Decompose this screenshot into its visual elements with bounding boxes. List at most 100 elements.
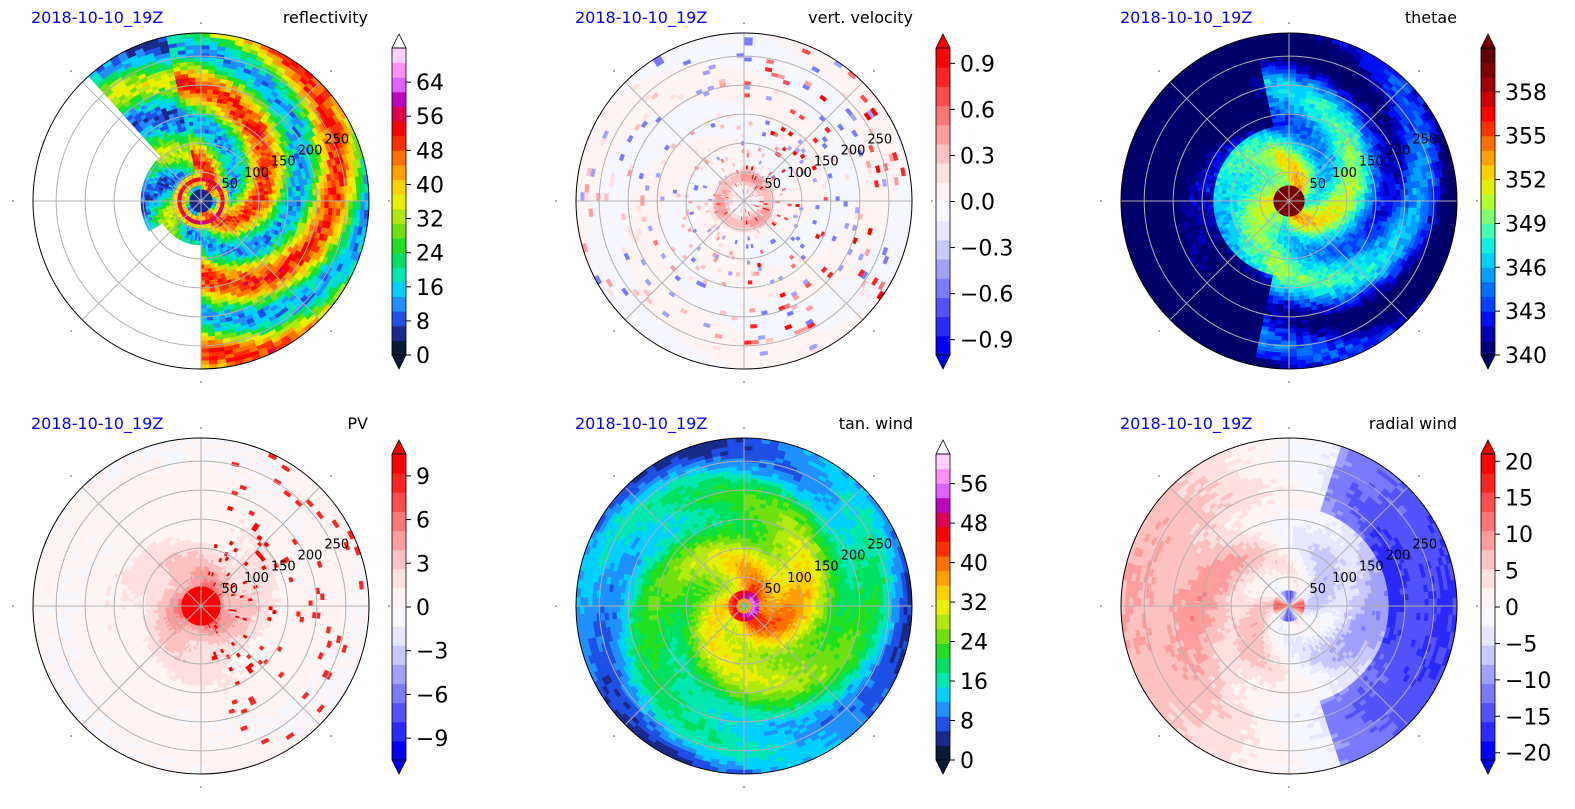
colorbar-segment [1481,238,1495,254]
colorbar-segment [392,702,406,723]
theta-tick-mark [555,200,557,202]
colorbar: −0.9 −0.6 −0.3 0.0 0.3 0.6 0.9 [935,33,1013,370]
colorbar-tick-label: 56 [960,473,988,498]
colorbar-tick-label: 0.9 [960,52,995,77]
colorbar-extend-top [391,439,407,455]
colorbar-tick-label: 64 [416,71,444,96]
theta-tick-mark [613,70,615,72]
radial-tick-label: 50 [764,582,781,597]
theta-tick-mark [330,475,332,477]
theta-tick-mark [873,735,875,737]
colorbar-segment [1481,626,1495,646]
theta-tick-mark [388,200,390,202]
colorbar-segment [1481,150,1495,166]
colorbar-segment [936,570,950,586]
colorbar-segment [936,48,950,68]
colorbar-tick-label: 10 [1505,523,1533,548]
colorbar-tick-label: 48 [416,139,444,164]
colorbar-segment [392,106,406,122]
theta-tick-mark [1100,200,1102,202]
polar-grid [33,33,369,369]
theta-tick-mark [931,200,933,202]
colorbar-extend-bottom [1480,354,1496,370]
theta-tick-mark [12,200,14,202]
panel-date: 2018-10-10_19Z [31,414,163,434]
colorbar-segment [392,511,406,531]
colorbar-extend-bottom [935,354,951,370]
theta-tick-mark [70,70,72,72]
colorbar-tick-label: 349 [1505,212,1547,237]
colorbar-segment [1481,252,1495,268]
colorbar-segment [936,220,950,241]
radial-tick-label: 250 [324,133,349,148]
theta-tick-mark [70,475,72,477]
polar-grid [576,438,912,774]
colorbar-segment [936,483,950,499]
colorbar-segment [1481,702,1495,723]
colorbar-segment [1481,645,1495,665]
radial-tick-label: 100 [787,571,812,586]
colorbar-segment [1481,740,1495,761]
colorbar-tick-label: 40 [416,173,444,198]
colorbar-segment [392,568,406,589]
colorbar-segment [392,645,406,665]
colorbar-segment [1481,91,1495,107]
colorbar-segment [1481,62,1495,78]
colorbar-tick-label: 24 [416,242,444,267]
radial-tick-label: 200 [298,144,323,159]
colorbar-segment [936,316,950,337]
colorbar-tick-label: −10 [1505,669,1551,694]
theta-tick-mark [873,475,875,477]
polar-boundary [575,32,913,370]
colorbar-segment [392,267,406,283]
panel-title: radial wind [1369,414,1457,433]
colorbar-segment [1481,281,1495,298]
polar-boundary [32,32,370,370]
colorbar-segment [936,497,950,513]
colorbar-tick-label: 48 [960,512,988,537]
panel-date: 2018-10-10_19Z [1120,8,1252,28]
radial-tick-label: 50 [1309,177,1326,192]
radial-tick-label: 100 [787,166,812,181]
panel-date: 2018-10-10_19Z [1120,414,1252,434]
colorbar-segment [1481,296,1495,312]
colorbar-segment [1481,325,1495,341]
radial-tick-label: 150 [1359,155,1384,170]
colorbar-segment [936,526,950,542]
theta-tick-mark [555,605,557,607]
colorbar-tick-label: 5 [1505,560,1519,585]
colorbar-segment [392,252,406,268]
radial-tick-label: 50 [1309,582,1326,597]
colorbar-tick-label: 16 [960,670,988,695]
colorbar-tick-label: 20 [1505,450,1533,475]
colorbar-segment [392,454,406,474]
theta-tick-mark [330,735,332,737]
polar-boundary [32,437,370,775]
colorbar-extend-top [1480,33,1496,49]
theta-tick-mark [388,605,390,607]
colorbar-segment [936,745,950,761]
radial-tick-label: 150 [814,560,839,575]
colorbar-tick-label: 24 [960,631,988,656]
colorbar-segment [1481,135,1495,151]
colorbar-segment [392,664,406,684]
colorbar-segment [1481,511,1495,531]
colorbar-segment [936,599,950,615]
colorbar-tick-label: 9 [416,465,430,490]
polar-grid [576,33,912,369]
radial-tick-label: 100 [244,571,269,586]
colorbar-segment [1481,179,1495,195]
theta-tick-mark [1418,475,1420,477]
theta-tick-mark [1418,330,1420,332]
colorbar-segment [392,48,406,64]
colorbar: 0 8 16 24 32 40 48 56 [935,439,988,775]
colorbar-tick-label: 8 [416,310,430,335]
colorbar-tick-label: −0.6 [960,283,1013,308]
colorbar-tick-label: 358 [1505,81,1547,106]
colorbar-segment [1481,48,1495,64]
colorbar-tick-label: −9 [416,727,448,752]
